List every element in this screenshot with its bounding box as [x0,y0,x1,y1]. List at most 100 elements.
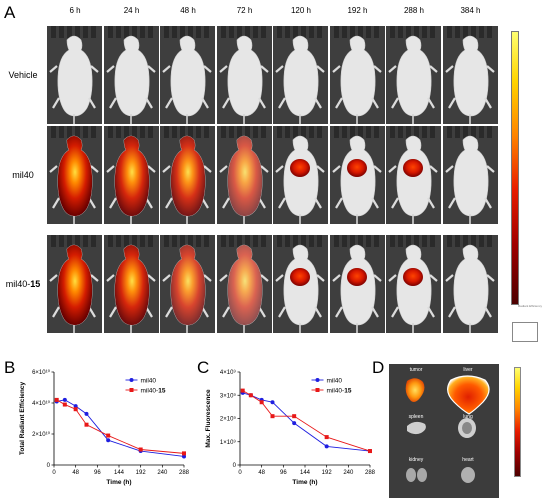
panel-c-letter: C [197,358,210,377]
mouse-image [388,235,438,333]
panel-b-letter: B [4,358,16,377]
organ-label-tumor: tumor [409,367,423,373]
mouse-image-cell [47,126,102,224]
x-tick-label: 144 [114,470,125,476]
data-point [240,388,245,393]
data-point [259,400,264,405]
mouse-image [444,235,495,333]
mouse-image [275,235,325,333]
mouse-image-cell [47,26,102,124]
row-label: Vehicle [8,70,38,80]
data-point [73,407,78,412]
radiance-colorbar [511,31,519,305]
data-point [106,438,111,443]
data-point [73,404,78,409]
y-tick-label: 0 [233,463,237,469]
mouse-image [388,126,438,224]
y-tick-label: 4×10¹⁰ [32,400,51,407]
liver-organ [447,375,490,415]
data-point [292,421,297,426]
mouse-image [275,126,325,224]
mouse-image [444,26,495,124]
mouse-image-cell [329,26,385,124]
x-tick-label: 96 [94,470,101,476]
mouse-image [49,235,99,333]
legend-label: mil40-15 [327,387,352,394]
tumor-organ [405,378,425,402]
mouse-image-cell [160,26,215,124]
data-point [270,400,275,405]
legend-label: mil40 [327,377,343,384]
organ-label-lung: lung [463,414,473,420]
organ-colorbar [514,367,521,477]
mouse-image-cell [160,126,215,224]
data-point [248,393,253,398]
legend-label: mil40 [141,377,157,384]
organ-label-heart: heart [462,457,474,463]
x-tick-label: 240 [157,470,168,476]
mouse-image-cell [273,235,328,333]
x-tick-label: 0 [52,470,56,476]
y-axis-title: Max. Fluorescence [205,389,212,448]
legend-label: mil40-15 [141,387,166,394]
mouse-image [275,26,325,124]
x-tick-label: 0 [238,470,242,476]
mouse-image-cell [273,126,328,224]
mouse-image-cell [442,235,498,333]
mouse-image [218,126,269,224]
colorbar-label: Radiant Efficiency [518,304,542,308]
mouse-image-cell [216,126,272,224]
mouse-image-cell [386,126,441,224]
colorbar-scale-box [512,322,538,342]
data-point [62,402,67,407]
x-tick-label: 48 [258,470,265,476]
organ-label-liver: liver [463,367,473,373]
y-tick-label: 3×10⁹ [220,392,237,399]
spleen-organ [407,421,426,435]
mouse-image [105,235,156,333]
mouse-image-cell [386,26,441,124]
mouse-image-cell [216,235,272,333]
x-tick-label: 144 [300,470,311,476]
mouse-image [162,235,212,333]
mouse-image-cell [386,235,441,333]
mouse-image [105,126,156,224]
mouse-image-cell [442,126,498,224]
data-point [138,447,143,452]
data-point [324,444,329,449]
time-label: 384 h [460,6,481,15]
kidney-organ-2 [417,468,427,482]
data-point [324,435,329,440]
organ-imaging-panel: tumor liver spleen lung kidney heart [389,364,499,498]
time-label: 120 h [290,6,312,15]
organ-label-kidney: kidney [408,457,424,463]
data-point [368,449,372,454]
y-axis-title: Total Radiant Efficiency [19,382,26,456]
data-point [84,422,89,427]
time-label: 24 h [123,6,140,15]
chart-max-fluorescence: 0 48 96 144 192 240 288 0 1×10⁹ 2×10⁹ 3×10⁹ 4×10⁹ Ti… [205,369,376,486]
mouse-image [218,26,269,124]
mouse-image-cell [103,235,159,333]
mouse-image [162,126,212,224]
data-point [292,414,297,419]
mouse-image [331,235,382,333]
time-label: 6 h [69,6,81,15]
mouse-image [105,26,156,124]
row-label: mil40 [12,170,34,180]
time-label: 72 h [236,6,253,15]
data-point [84,411,89,416]
mouse-image [49,26,99,124]
mouse-image [218,235,269,333]
mouse-image-cell [329,235,385,333]
mouse-image-cell [103,26,159,124]
y-tick-label: 2×10⁹ [220,416,237,423]
data-point [54,397,59,402]
kidney-organ-1 [406,468,416,482]
x-tick-label: 288 [365,470,376,476]
x-tick-label: 192 [136,470,147,476]
x-axis-title: Time (h) [292,479,317,486]
mouse-image [388,26,438,124]
time-label: 48 h [180,6,196,15]
mouse-image-cell [47,235,102,333]
